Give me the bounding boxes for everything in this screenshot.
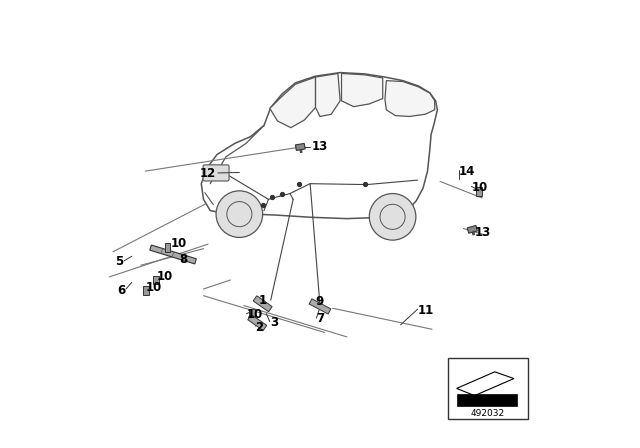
Polygon shape xyxy=(248,314,267,331)
Bar xyxy=(457,394,517,406)
Polygon shape xyxy=(270,77,316,128)
Text: 10: 10 xyxy=(247,308,263,321)
Text: 10: 10 xyxy=(146,281,163,294)
Text: 492032: 492032 xyxy=(471,409,505,418)
Text: 3: 3 xyxy=(270,316,278,329)
Polygon shape xyxy=(457,372,514,396)
Bar xyxy=(165,243,170,252)
Polygon shape xyxy=(342,73,383,107)
Text: 11: 11 xyxy=(418,303,434,317)
Circle shape xyxy=(369,194,416,240)
Text: 14: 14 xyxy=(459,164,476,178)
Text: 10: 10 xyxy=(472,181,488,194)
Bar xyxy=(143,286,149,295)
Text: 8: 8 xyxy=(179,253,187,267)
Text: 1: 1 xyxy=(259,293,267,307)
Text: 13: 13 xyxy=(474,226,491,240)
Text: 7: 7 xyxy=(316,312,324,326)
Text: 10: 10 xyxy=(170,237,187,250)
Bar xyxy=(448,358,528,419)
Polygon shape xyxy=(253,296,272,312)
Text: 13: 13 xyxy=(312,140,328,154)
Polygon shape xyxy=(472,232,475,235)
Polygon shape xyxy=(150,245,196,264)
Bar xyxy=(249,309,255,318)
FancyBboxPatch shape xyxy=(203,165,229,181)
Polygon shape xyxy=(467,225,477,233)
Circle shape xyxy=(216,191,262,237)
Text: 6: 6 xyxy=(117,284,125,297)
Bar xyxy=(154,276,159,284)
Polygon shape xyxy=(385,81,435,116)
Bar xyxy=(476,187,482,196)
Polygon shape xyxy=(300,150,302,153)
Text: 12: 12 xyxy=(200,167,216,181)
Polygon shape xyxy=(316,73,340,116)
Text: 2: 2 xyxy=(255,320,264,334)
Polygon shape xyxy=(309,299,331,314)
Text: 5: 5 xyxy=(116,255,124,268)
Polygon shape xyxy=(296,143,305,151)
Text: 10: 10 xyxy=(156,270,173,284)
Polygon shape xyxy=(201,73,437,219)
Text: 9: 9 xyxy=(316,295,324,309)
